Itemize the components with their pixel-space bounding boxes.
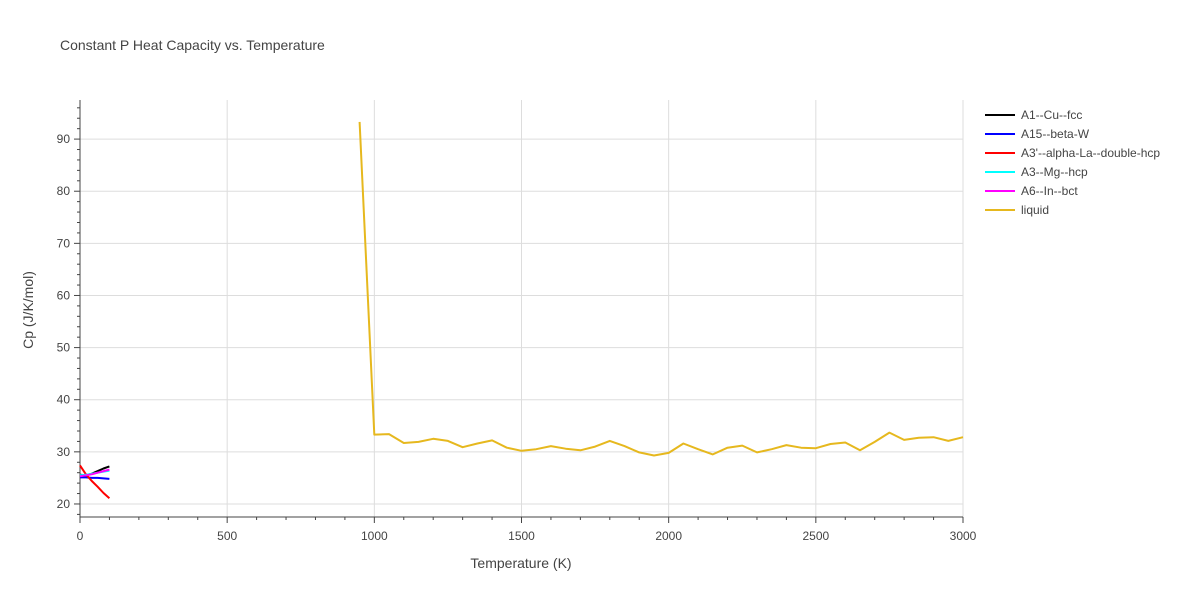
- x-axis-ticks: 0 500 1000 1500 2000 2500 3000: [77, 529, 977, 543]
- legend-item[interactable]: A3'--alpha-La--double-hcp: [985, 146, 1160, 160]
- y-tick-label: 90: [57, 132, 71, 146]
- series-line-a6-in-bct: [79, 468, 110, 478]
- legend-item[interactable]: A3--Mg--hcp: [985, 165, 1088, 179]
- y-tick-label: 80: [57, 184, 71, 198]
- x-tick-label: 0: [77, 529, 84, 543]
- x-tick-label: 2500: [802, 529, 829, 543]
- chart-title: Constant P Heat Capacity vs. Temperature: [60, 37, 325, 53]
- y-tick-label: 40: [57, 393, 71, 407]
- series-line-a15-beta-w: [80, 476, 110, 480]
- y-axis-ticks: 20 30 40 50 60 70 80 90: [57, 132, 71, 511]
- x-tick-label: 500: [217, 529, 237, 543]
- y-tick-label: 50: [57, 341, 71, 355]
- series-line-liquid: [358, 121, 964, 457]
- legend-item[interactable]: A15--beta-W: [985, 127, 1090, 141]
- legend-label: A3--Mg--hcp: [1021, 165, 1088, 179]
- y-tick-label: 70: [57, 236, 71, 250]
- legend-label: A6--In--bct: [1021, 184, 1078, 198]
- y-axis-title: Cp (J/K/mol): [20, 271, 36, 349]
- legend[interactable]: A1--Cu--fcc A15--beta-W A3'--alpha-La--dou…: [985, 108, 1160, 217]
- x-axis-title: Temperature (K): [470, 555, 571, 571]
- legend-label: liquid: [1021, 203, 1049, 217]
- y-tick-label: 20: [57, 497, 71, 511]
- y-tick-label: 30: [57, 445, 71, 459]
- legend-label: A1--Cu--fcc: [1021, 108, 1082, 122]
- x-tick-label: 3000: [950, 529, 977, 543]
- legend-label: A15--beta-W: [1021, 127, 1090, 141]
- legend-label: A3'--alpha-La--double-hcp: [1021, 146, 1160, 160]
- grid-lines: [80, 100, 964, 517]
- x-tick-label: 1500: [508, 529, 535, 543]
- legend-item[interactable]: A1--Cu--fcc: [985, 108, 1082, 122]
- x-tick-label: 2000: [655, 529, 682, 543]
- y-tick-label: 60: [57, 288, 71, 302]
- axes: [74, 100, 964, 523]
- plot-area: [79, 121, 964, 499]
- legend-item[interactable]: liquid: [985, 203, 1049, 217]
- legend-item[interactable]: A6--In--bct: [985, 184, 1078, 198]
- series-line-a3-alpha-la-double-hcp: [79, 464, 111, 499]
- x-tick-label: 1000: [361, 529, 388, 543]
